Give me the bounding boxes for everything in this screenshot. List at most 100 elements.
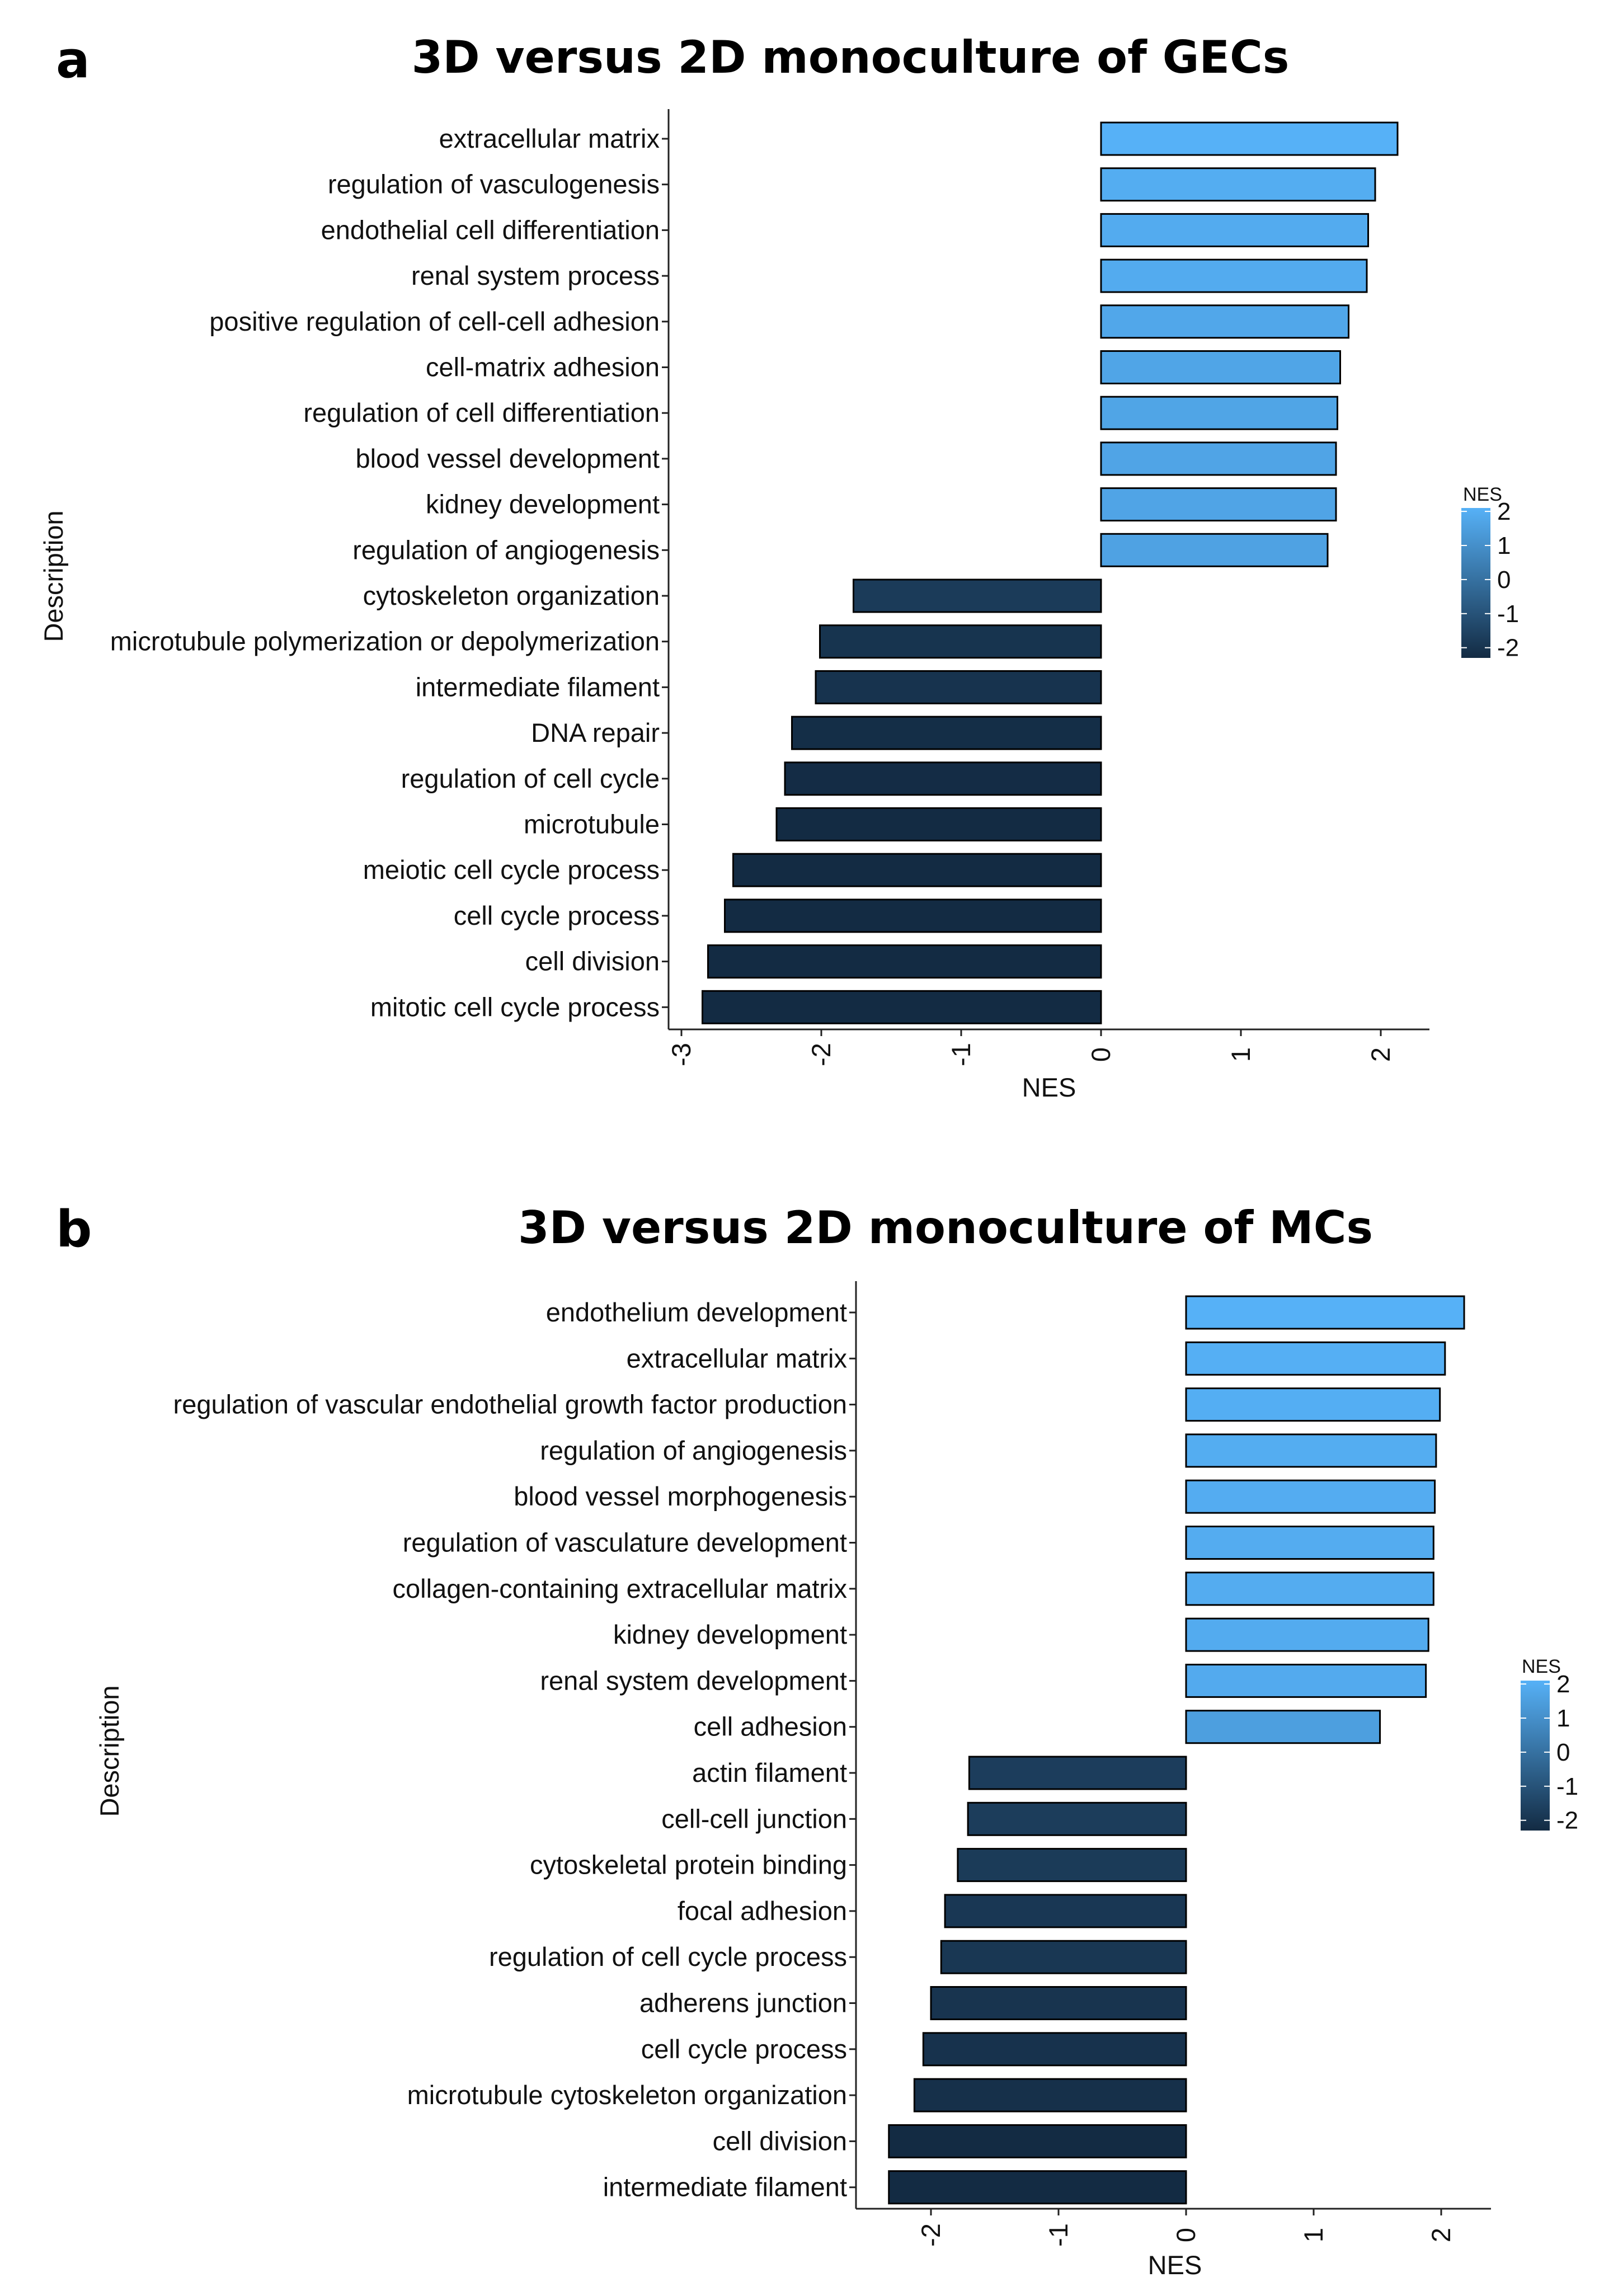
panel-a-legend: 2 1 0 -1 -2 <box>1461 498 1519 662</box>
panel-a-x-tick-label: -2 <box>806 1043 836 1066</box>
panel-b-category-label: regulation of vasculature development <box>403 1528 847 1558</box>
panel-b-bar <box>944 1894 1187 1928</box>
panel-b-legend-label: -1 <box>1556 1773 1578 1800</box>
panel-a-category-label: kidney development <box>426 490 660 519</box>
panel-a-category-label: cell-matrix adhesion <box>426 352 660 382</box>
panel-b-bar <box>922 2032 1187 2067</box>
panel-b-bar <box>1185 1617 1429 1652</box>
panel-b-x-tick-label: 0 <box>1171 2228 1201 2242</box>
panel-a-y-axis-label: Description <box>39 510 68 642</box>
panel-a-x-tick-label: -1 <box>946 1043 976 1066</box>
panel-a-legend-label: 2 <box>1497 498 1511 525</box>
panel-b-category-label: renal system development <box>540 1665 847 1695</box>
panel-a-bar <box>1100 441 1337 476</box>
panel-a-category-label: regulation of vasculogenesis <box>328 170 660 199</box>
panel-a-bar <box>791 716 1102 750</box>
panel-a-bar <box>1100 533 1329 567</box>
panel-b-bar <box>1185 1572 1434 1606</box>
panel-b-category-label: focal adhesion <box>678 1896 847 1926</box>
panel-a-plot: extracellular matrix regulation of vascul… <box>110 109 1429 1066</box>
panel-a-category-label: renal system process <box>411 261 660 290</box>
panel-a-bar <box>853 578 1102 613</box>
panel-b-bar <box>1185 1479 1436 1514</box>
panel-a-bar <box>1100 167 1376 202</box>
panel-b-bar <box>1185 1295 1465 1330</box>
panel-a-legend-label: -2 <box>1497 634 1519 662</box>
panel-b-category-label: microtubule cytoskeleton organization <box>407 2080 847 2110</box>
panel-b-category-label: cell cycle process <box>641 2034 847 2064</box>
panel-b-letter: b <box>56 1200 92 1259</box>
panel-b-category-label: extracellular matrix <box>627 1343 847 1373</box>
panel-b-category-label: blood vessel morphogenesis <box>514 1481 847 1511</box>
panel-b-bar <box>940 1940 1187 1974</box>
panel-a-bar <box>1100 258 1368 293</box>
panel-a-x-tick-label: 2 <box>1366 1047 1395 1062</box>
panel-a-bar <box>1100 213 1369 247</box>
panel-b-bar <box>1185 1387 1441 1422</box>
panel-b-category-label: cytoskeletal protein binding <box>530 1850 847 1880</box>
panel-b-x-axis-label: NES <box>1148 2250 1202 2280</box>
panel-a-category-label: endothelial cell differentiation <box>321 215 660 244</box>
panel-b-bar <box>888 2124 1187 2158</box>
panel-a-x-tick-label: 0 <box>1086 1047 1116 1062</box>
panel-a-category-label: microtubule <box>524 810 660 839</box>
panel-a-category-label: cytoskeleton organization <box>363 581 660 610</box>
panel-a-bar <box>724 898 1102 933</box>
panel-b-title: 3D versus 2D monoculture of MCs <box>518 1202 1373 1254</box>
panel-b-y-axis-label: Description <box>95 1685 124 1817</box>
panel-a-bar <box>1100 396 1338 430</box>
panel-a-legend-label: -1 <box>1497 600 1519 628</box>
panel-a-category-label: extracellular matrix <box>439 124 660 153</box>
panel-b-bar <box>913 2078 1187 2112</box>
panel-a-bar <box>702 990 1102 1024</box>
panel-b-category-label: cell adhesion <box>694 1712 847 1742</box>
panel-a-bar <box>1100 121 1399 156</box>
panel-b-bar <box>1185 1526 1434 1560</box>
panel-a-category-label: cell division <box>525 947 660 976</box>
panel-a-bar <box>775 807 1102 841</box>
panel-a-bar <box>1100 304 1349 339</box>
panel-a-bar <box>815 670 1102 704</box>
panel-b-category-label: regulation of angiogenesis <box>540 1436 847 1465</box>
panel-b-bar <box>1185 1663 1427 1698</box>
panel-a-category-label: intermediate filament <box>416 672 660 702</box>
panel-b-bar <box>957 1848 1187 1883</box>
panel-b-legend-colorbar <box>1521 1681 1550 1831</box>
panel-b-category-label: collagen-containing extracellular matrix <box>393 1574 847 1603</box>
panel-a-legend-label: 0 <box>1497 566 1511 594</box>
panel-b-legend-label: 2 <box>1556 1671 1570 1698</box>
panel-b-category-label: regulation of cell cycle process <box>489 1942 847 1972</box>
panel-a-title: 3D versus 2D monoculture of GECs <box>412 31 1290 83</box>
panel-a-x-tick-label: -3 <box>666 1043 696 1066</box>
panel-b-legend-label: 0 <box>1556 1739 1570 1766</box>
panel-a-bar <box>707 944 1102 979</box>
panel-b-category-label: kidney development <box>613 1620 847 1649</box>
panel-b-category-label: actin filament <box>692 1758 847 1787</box>
panel-b-category-label: endothelium development <box>546 1297 847 1327</box>
panel-a-legend-label: 1 <box>1497 532 1511 559</box>
panel-a-category-label: regulation of angiogenesis <box>352 535 660 564</box>
panel-b-bar <box>967 1801 1187 1836</box>
panel-b-bar <box>930 1986 1187 2020</box>
panel-b-x-tick-label: -1 <box>1043 2223 1073 2247</box>
panel-a-category-label: microtubule polymerization or depolymeri… <box>110 627 660 656</box>
panel-b-bar <box>968 1756 1187 1790</box>
panel-a-bar <box>819 624 1102 659</box>
panel-b-legend-label: 1 <box>1556 1705 1570 1732</box>
panel-b-x-tick-label: -2 <box>916 2223 946 2247</box>
panel-a-category-label: mitotic cell cycle process <box>370 992 660 1022</box>
panel-b-category-label: adherens junction <box>639 1988 847 2018</box>
panel-b-legend: 2 1 0 -1 -2 <box>1521 1671 1578 1834</box>
panel-a-category-label: regulation of cell differentiation <box>303 398 660 427</box>
panel-a-bar <box>1100 350 1341 384</box>
panel-a-bar <box>732 853 1102 887</box>
panel-b-category-label: regulation of vascular endothelial growt… <box>173 1390 847 1419</box>
panel-b-category-label: cell-cell junction <box>661 1804 847 1833</box>
panel-a-category-label: positive regulation of cell-cell adhesio… <box>209 307 660 336</box>
panel-a-category-label: cell cycle process <box>454 901 660 930</box>
panel-b-plot: endothelium development extracellular mat… <box>173 1281 1491 2247</box>
panel-a-letter: a <box>56 31 90 90</box>
panel-b-x-tick-label: 1 <box>1299 2228 1328 2242</box>
panel-a-category-label: meiotic cell cycle process <box>363 855 660 884</box>
